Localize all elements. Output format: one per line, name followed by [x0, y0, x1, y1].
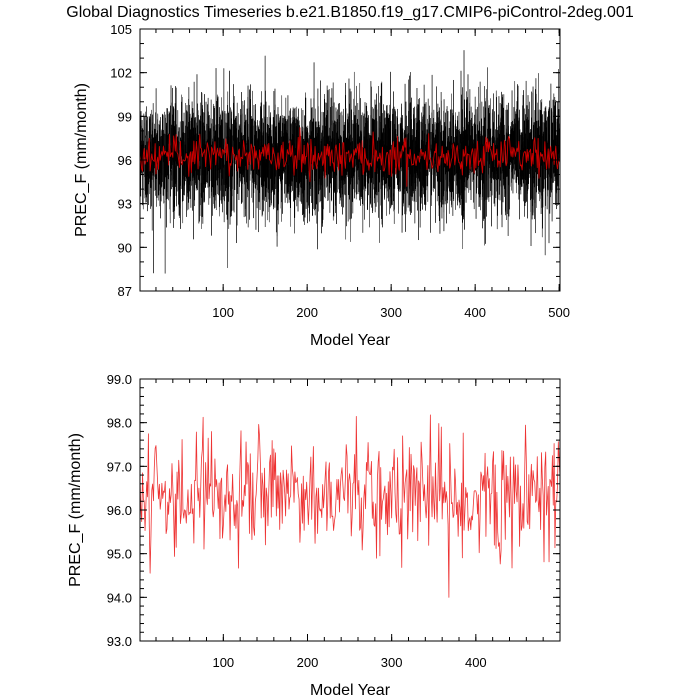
y-tick-label: 99 [118, 109, 132, 124]
x-tick-labels: 100 200 300 400 [212, 655, 486, 670]
x-tick-label: 300 [380, 305, 402, 320]
y-tick-label: 96 [118, 153, 132, 168]
x-tick-label: 100 [212, 305, 234, 320]
y-axis-label: PREC_F (mm/month) [73, 83, 90, 237]
monthly-series [140, 49, 560, 274]
y-tick-label: 102 [110, 66, 132, 81]
annual-mean-line [140, 127, 560, 187]
y-tick-labels: 87 90 93 96 99 102 105 [110, 22, 132, 299]
y-tick-labels: 93.0 94.0 95.0 96.0 97.0 98.0 99.0 [107, 372, 132, 649]
x-tick-label: 500 [548, 305, 570, 320]
y-axis-label: PREC_F (mm/month) [67, 433, 84, 587]
annual-mean-line [140, 414, 560, 598]
y-tick-label: 95.0 [107, 547, 132, 562]
top-plot: 87 90 93 96 99 102 105 100 200 300 400 500 Model Y… [73, 22, 570, 349]
y-tick-label: 99.0 [107, 372, 132, 387]
x-tick-labels: 100 200 300 400 500 [212, 305, 570, 320]
x-axis-label: Model Year [310, 332, 391, 349]
x-tick-label: 400 [464, 305, 486, 320]
y-tick-label: 97.0 [107, 459, 132, 474]
x-axis-label: Model Year [310, 682, 391, 699]
y-tick-label: 90 [118, 240, 132, 255]
y-tick-label: 93 [118, 197, 132, 212]
y-tick-label: 87 [118, 284, 132, 299]
axis-ticks [140, 28, 560, 292]
monthly-line [140, 49, 560, 274]
y-tick-label: 96.0 [107, 503, 132, 518]
x-tick-label: 400 [465, 655, 487, 670]
x-tick-label: 200 [297, 655, 319, 670]
annual-series [140, 414, 560, 598]
y-tick-label: 98.0 [107, 416, 132, 431]
annual-series [140, 127, 560, 187]
y-tick-label: 105 [110, 22, 132, 37]
y-tick-label: 93.0 [107, 634, 132, 649]
page-title: Global Diagnostics Timeseries b.e21.B185… [66, 4, 634, 21]
axis-ticks [140, 378, 560, 642]
x-tick-label: 300 [381, 655, 403, 670]
x-tick-label: 200 [296, 305, 318, 320]
x-tick-label: 100 [212, 655, 234, 670]
bottom-plot: 93.0 94.0 95.0 96.0 97.0 98.0 99.0 100 200 300 40… [67, 372, 561, 699]
y-tick-label: 94.0 [107, 590, 132, 605]
